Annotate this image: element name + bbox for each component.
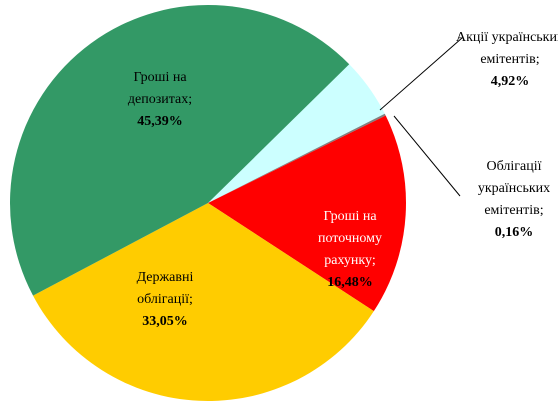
data-label: Гроші на депозитах; 45,39% [105, 67, 215, 133]
label-name: Державні облігації; [136, 270, 194, 307]
label-value: 0,16% [494, 225, 534, 240]
label-value: 45,39% [137, 114, 183, 129]
leader-line [393, 115, 461, 197]
data-label: Акції українських емітентів; 4,92% [455, 27, 558, 93]
label-name: Облігації українських емітентів; [477, 159, 551, 218]
label-value: 16,48% [327, 275, 373, 290]
data-label: Облігації українських емітентів; 0,16% [459, 156, 558, 244]
label-value: 33,05% [142, 314, 188, 329]
label-name: Гроші на поточному рахунку; [317, 209, 382, 268]
pie-slice [208, 113, 386, 203]
data-label: Гроші на поточному рахунку; 16,48% [300, 206, 400, 294]
label-name: Гроші на депозитах; [127, 70, 193, 107]
leader-line [379, 37, 463, 111]
label-name: Акції українських емітентів; [456, 30, 558, 67]
pie-slice [33, 203, 374, 401]
pie-slice [9, 4, 350, 296]
pie-slice [208, 115, 406, 312]
label-value: 4,92% [490, 74, 530, 89]
data-label: Державні облігації; 33,05% [110, 267, 220, 333]
pie-slice [208, 64, 385, 203]
